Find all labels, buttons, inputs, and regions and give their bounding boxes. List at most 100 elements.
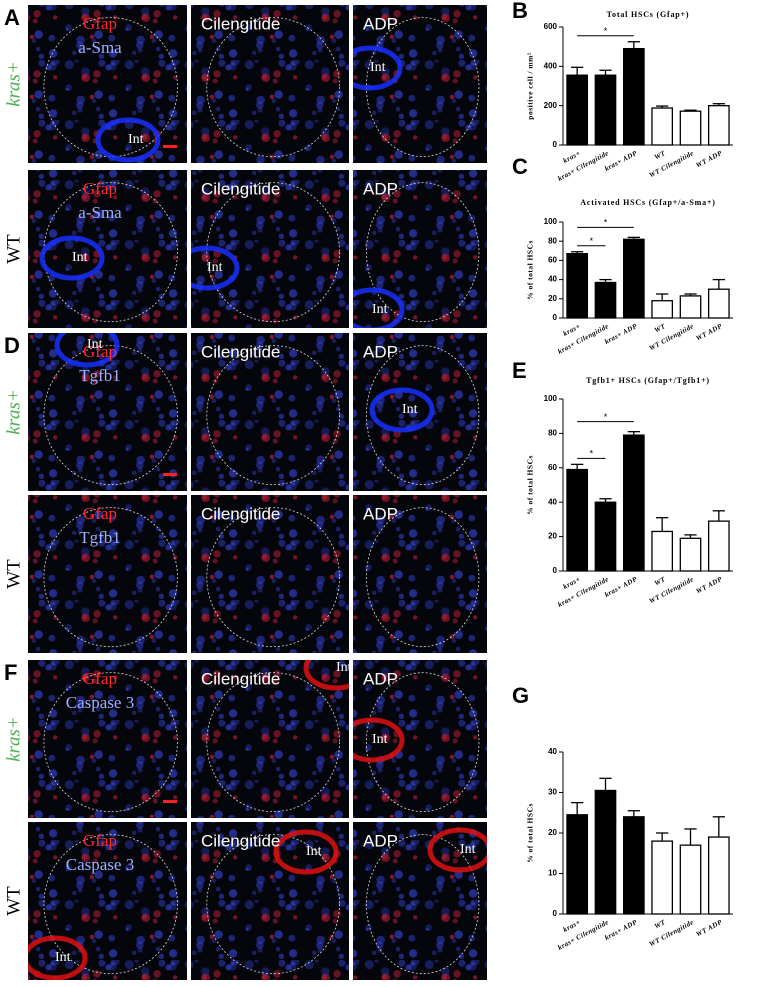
intestine-wall bbox=[353, 45, 403, 91]
error-bar bbox=[627, 810, 640, 817]
image-texture bbox=[28, 660, 187, 818]
image-texture bbox=[191, 822, 349, 980]
error-bar bbox=[712, 278, 725, 290]
structure-label: Int bbox=[372, 302, 388, 317]
y-tick-label: 40 bbox=[548, 497, 557, 506]
tissue-outline bbox=[43, 834, 178, 975]
y-tick-label: 600 bbox=[544, 22, 558, 31]
x-tick-label: WT ADP bbox=[695, 918, 724, 939]
error-bar bbox=[599, 278, 612, 283]
image-title: Cilengitide bbox=[201, 14, 280, 33]
image-title: ADP bbox=[363, 179, 398, 198]
error-bar bbox=[684, 293, 697, 296]
structure-label: Int bbox=[207, 260, 223, 275]
chart-title: Tgfb1+ HSCs (Gfap+/Tgfb1+) bbox=[586, 376, 710, 385]
intestine-wall bbox=[95, 117, 161, 163]
y-tick-label: 100 bbox=[544, 217, 558, 226]
image-texture bbox=[191, 495, 349, 653]
image-title: ADP bbox=[363, 504, 398, 523]
micrograph bbox=[28, 495, 187, 653]
y-tick-label: 60 bbox=[548, 256, 557, 265]
error-bar bbox=[599, 69, 612, 76]
x-tick-label: WT ADP bbox=[695, 575, 724, 596]
stain-label: Gfap bbox=[83, 342, 117, 361]
micrograph bbox=[191, 660, 349, 818]
intestine-wall bbox=[369, 387, 435, 433]
micrograph bbox=[353, 495, 487, 653]
image-title: Cilengitide bbox=[201, 504, 280, 523]
significance-label: * bbox=[604, 412, 608, 422]
tissue-outline bbox=[365, 507, 480, 648]
bar bbox=[566, 74, 589, 146]
error-bar bbox=[599, 777, 612, 791]
micrograph bbox=[353, 822, 487, 980]
tissue-outline bbox=[365, 834, 480, 975]
row-label: kras+ bbox=[3, 389, 24, 435]
structure-label: Int bbox=[306, 844, 322, 859]
micrograph bbox=[353, 333, 487, 491]
row-label: WT bbox=[3, 234, 24, 264]
bar bbox=[594, 501, 617, 572]
y-tick-label: 20 bbox=[548, 828, 557, 837]
image-texture bbox=[353, 5, 487, 163]
image-texture bbox=[191, 333, 349, 491]
y-axis-label: positive cell / mm² bbox=[526, 52, 535, 120]
bar bbox=[622, 816, 645, 915]
x-tick-label: WT bbox=[653, 149, 667, 162]
bar bbox=[594, 789, 617, 915]
bar bbox=[679, 110, 702, 146]
panel-letter: A bbox=[4, 5, 20, 30]
stain-label: Tgfb1 bbox=[79, 366, 121, 385]
y-tick-label: 0 bbox=[553, 909, 558, 918]
tissue-outline bbox=[206, 17, 340, 158]
error-bar bbox=[571, 66, 584, 76]
tissue-outline bbox=[43, 507, 178, 648]
tissue-outline bbox=[43, 17, 178, 158]
bar bbox=[707, 520, 730, 572]
error-bar bbox=[627, 41, 640, 49]
error-bar bbox=[656, 832, 669, 842]
stain-label: Gfap bbox=[83, 14, 117, 33]
chart-title: Activated HSCs (Gfap+/a-Sma+) bbox=[580, 198, 715, 207]
y-axis-label: % of total HSCs bbox=[526, 803, 535, 863]
error-bar bbox=[571, 251, 584, 254]
y-tick-label: 80 bbox=[548, 429, 557, 438]
y-tick-label: 400 bbox=[544, 61, 558, 70]
tissue-outline bbox=[43, 345, 178, 486]
intestine-wall bbox=[427, 827, 487, 873]
x-tick-label: kras+ bbox=[562, 322, 582, 338]
tissue-outline bbox=[206, 672, 340, 813]
scale-bar bbox=[163, 473, 177, 476]
y-tick-label: 200 bbox=[544, 101, 558, 110]
micrograph bbox=[191, 822, 349, 980]
bar bbox=[651, 840, 674, 915]
x-tick-label: kras+ ADP bbox=[603, 575, 638, 599]
tissue-outline bbox=[365, 182, 480, 323]
bar bbox=[679, 537, 702, 572]
y-axis-label: % of total HSCs bbox=[526, 455, 535, 515]
x-tick-label: kras+ Cilengitide bbox=[557, 918, 611, 952]
micrograph bbox=[28, 822, 187, 980]
bar bbox=[594, 281, 617, 319]
panel-letter: C bbox=[512, 154, 528, 179]
x-tick-label: kras+ ADP bbox=[603, 918, 638, 942]
micrograph bbox=[191, 333, 349, 491]
image-title: Cilengitide bbox=[201, 179, 280, 198]
bar-chart: G % of total HSCs 0 10 20 30 40 kras+kras+ Cile… bbox=[512, 683, 733, 952]
micrograph bbox=[191, 170, 349, 328]
bar bbox=[651, 300, 674, 319]
row-label: WT bbox=[3, 559, 24, 589]
micrograph bbox=[191, 5, 349, 163]
x-tick-label: WT ADP bbox=[695, 149, 724, 170]
image-texture bbox=[353, 170, 487, 328]
image-title: Cilengitide bbox=[201, 831, 280, 850]
structure-label: Int bbox=[72, 250, 88, 265]
x-tick-label: WT ADP bbox=[695, 322, 724, 343]
x-tick-label: WT bbox=[653, 322, 667, 335]
significance-label: * bbox=[590, 449, 594, 459]
image-title: Cilengitide bbox=[201, 669, 280, 688]
x-tick-label: WT bbox=[653, 918, 667, 931]
stain-label: Gfap bbox=[83, 504, 117, 523]
bar bbox=[707, 836, 730, 915]
